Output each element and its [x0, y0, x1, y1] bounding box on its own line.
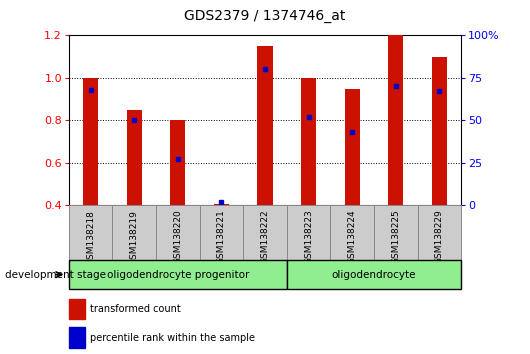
Text: GSM138229: GSM138229 — [435, 210, 444, 264]
Text: GDS2379 / 1374746_at: GDS2379 / 1374746_at — [184, 9, 346, 23]
Bar — [170, 120, 185, 205]
Bar — [83, 78, 99, 205]
Text: GSM138221: GSM138221 — [217, 210, 226, 264]
Text: GSM138225: GSM138225 — [391, 210, 400, 264]
Bar — [287, 260, 461, 289]
Bar — [330, 205, 374, 260]
Bar — [69, 327, 85, 348]
Bar — [69, 205, 112, 260]
Bar — [243, 205, 287, 260]
Bar — [69, 298, 85, 319]
Text: development stage: development stage — [5, 270, 107, 280]
Text: GSM138220: GSM138220 — [173, 210, 182, 264]
Bar — [200, 205, 243, 260]
Bar — [112, 205, 156, 260]
Text: GSM138224: GSM138224 — [348, 210, 357, 264]
Bar — [418, 205, 461, 260]
Bar — [127, 110, 142, 205]
Bar — [344, 88, 360, 205]
Text: oligodendrocyte: oligodendrocyte — [332, 270, 416, 280]
Text: percentile rank within the sample: percentile rank within the sample — [91, 333, 255, 343]
Text: GSM138218: GSM138218 — [86, 210, 95, 264]
Text: GSM138223: GSM138223 — [304, 210, 313, 264]
Text: transformed count: transformed count — [91, 304, 181, 314]
Text: GSM138219: GSM138219 — [130, 210, 139, 264]
Bar — [287, 205, 330, 260]
Bar — [301, 78, 316, 205]
Bar — [69, 260, 287, 289]
Bar — [258, 46, 272, 205]
Bar — [432, 57, 447, 205]
Bar — [156, 205, 200, 260]
Text: oligodendrocyte progenitor: oligodendrocyte progenitor — [107, 270, 249, 280]
Text: GSM138222: GSM138222 — [261, 210, 269, 264]
Bar — [374, 205, 418, 260]
Bar — [388, 35, 403, 205]
Bar — [214, 204, 229, 205]
